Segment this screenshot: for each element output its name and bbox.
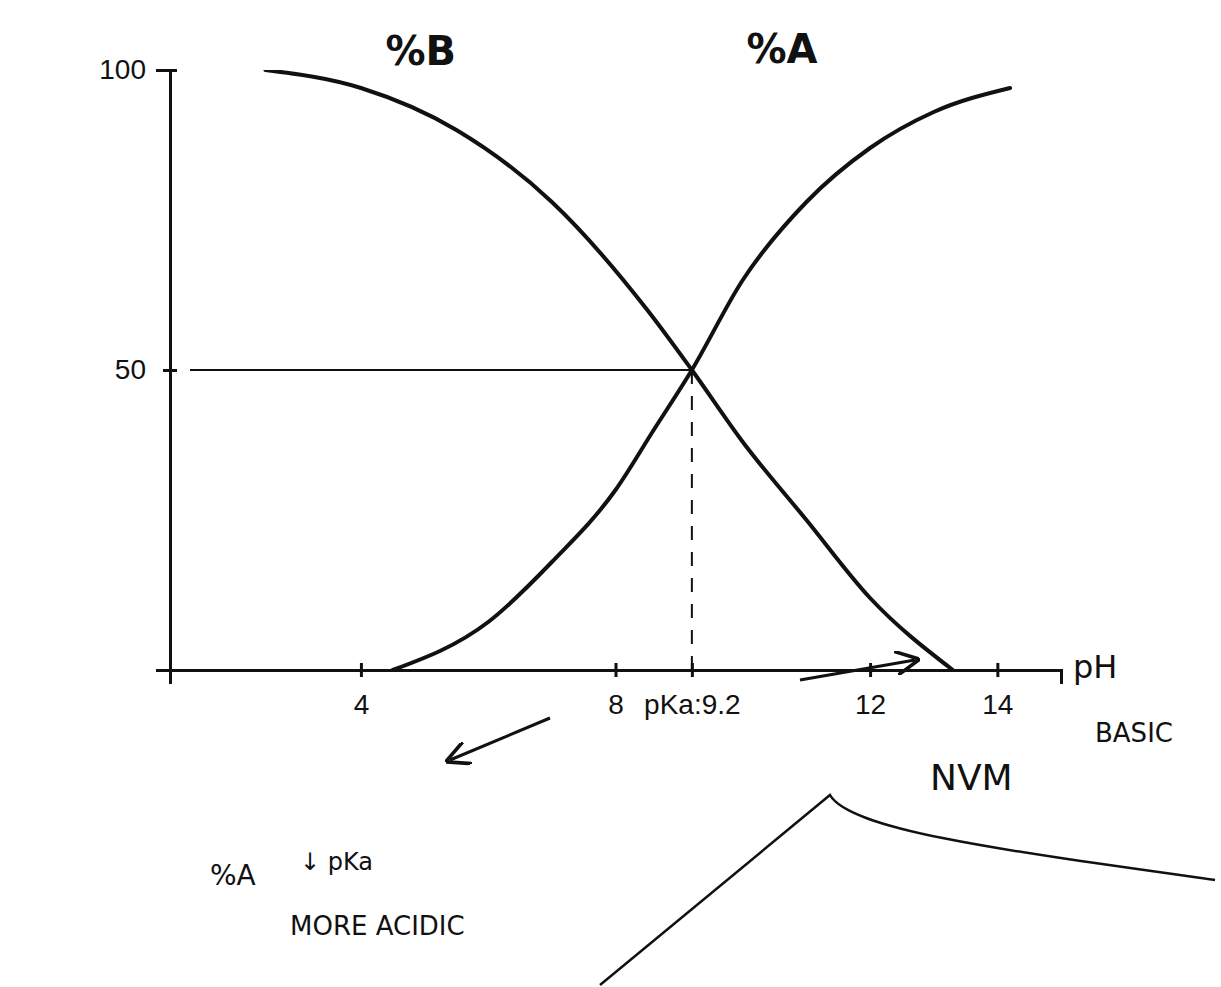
y-tick: 100 bbox=[99, 54, 177, 85]
y-tick-mark bbox=[163, 69, 177, 72]
series-label: %B bbox=[385, 28, 456, 74]
arrow bbox=[800, 660, 915, 680]
x-axis-title: pH bbox=[1073, 648, 1117, 686]
x-tick: pKa:9.2 bbox=[644, 663, 741, 720]
annotation: MORE ACIDIC bbox=[290, 911, 465, 941]
stroke bbox=[600, 795, 1215, 985]
x-tick-mark bbox=[869, 663, 872, 677]
x-tick: 12 bbox=[855, 663, 886, 720]
chart: 4 8 pKa:9.2 12 14 50 100 pH %B %A BASIC %A ↓ pKa MORE… bbox=[0, 0, 1221, 987]
x-tick: 4 bbox=[354, 663, 370, 720]
reference-line bbox=[190, 369, 692, 371]
series-line bbox=[265, 70, 952, 670]
decorations bbox=[450, 660, 1215, 985]
series-label: %A bbox=[746, 26, 817, 72]
y-tick: 50 bbox=[115, 354, 177, 385]
annotation: %A bbox=[210, 859, 256, 892]
plot-area bbox=[265, 70, 1010, 670]
y-tick-mark bbox=[163, 369, 177, 372]
y-tick-label: 50 bbox=[115, 354, 146, 385]
x-tick-label: 12 bbox=[855, 689, 886, 720]
x-tick-mark bbox=[360, 663, 363, 677]
x-tick-label: pKa:9.2 bbox=[644, 689, 741, 720]
x-tick-label: 4 bbox=[354, 689, 370, 720]
series-line bbox=[393, 88, 1010, 670]
annotation: ↓ pKa bbox=[300, 848, 373, 876]
x-tick: 8 bbox=[608, 663, 624, 720]
x-tick-mark bbox=[996, 663, 999, 677]
y-axis: 50 100 bbox=[99, 54, 177, 670]
reference-lines bbox=[190, 370, 692, 670]
x-tick-mark bbox=[615, 663, 618, 677]
x-axis: 4 8 pKa:9.2 12 14 bbox=[171, 663, 1062, 720]
x-tick: 14 bbox=[982, 663, 1013, 720]
x-tick-label: 8 bbox=[608, 689, 624, 720]
annotation: NVM bbox=[930, 757, 1013, 798]
annotation: BASIC bbox=[1095, 718, 1173, 748]
x-tick-label: 14 bbox=[982, 689, 1013, 720]
arrow bbox=[450, 718, 550, 760]
reference-line bbox=[691, 370, 693, 670]
y-tick-label: 100 bbox=[99, 54, 146, 85]
